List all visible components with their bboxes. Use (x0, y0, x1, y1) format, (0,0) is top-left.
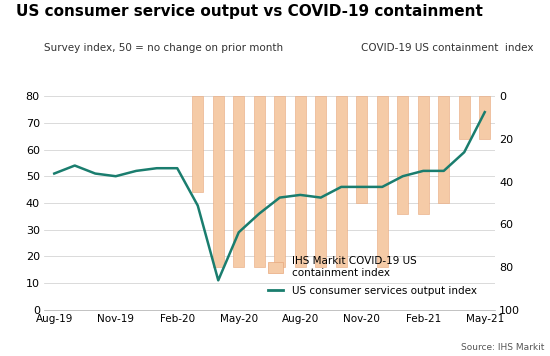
Bar (479, 96, 491, 139)
Bar (213, 96, 224, 267)
Bar (315, 96, 326, 267)
Bar (377, 96, 388, 267)
Text: COVID-19 US containment  index: COVID-19 US containment index (361, 43, 534, 53)
Bar (356, 96, 367, 203)
Bar (459, 96, 470, 139)
Legend: IHS Markit COVID-19 US
containment index, US consumer services output index: IHS Markit COVID-19 US containment index… (263, 252, 481, 300)
Bar (254, 96, 265, 267)
Bar (233, 96, 244, 267)
Text: US consumer service output vs COVID-19 containment: US consumer service output vs COVID-19 c… (16, 4, 483, 19)
Bar (417, 96, 429, 214)
Text: Survey index, 50 = no change on prior month: Survey index, 50 = no change on prior mo… (44, 43, 283, 53)
Bar (438, 96, 449, 203)
Bar (274, 96, 285, 267)
Bar (192, 96, 204, 192)
Bar (397, 96, 409, 214)
Text: Source: IHS Markit: Source: IHS Markit (461, 344, 544, 352)
Bar (336, 96, 347, 267)
Bar (295, 96, 306, 267)
